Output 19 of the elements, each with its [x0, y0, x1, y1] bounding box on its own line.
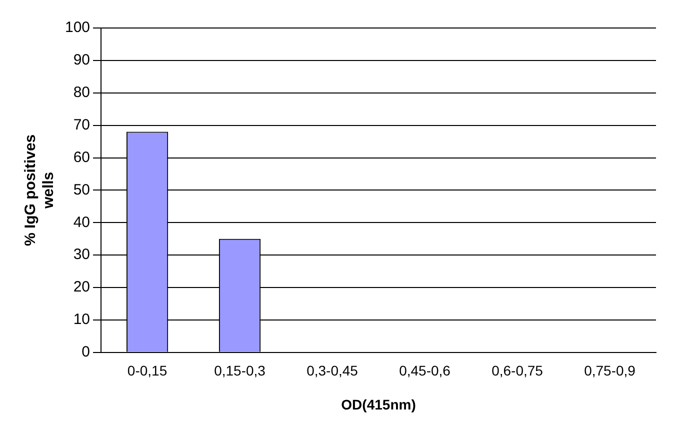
- y-tick-label: 70: [73, 116, 90, 134]
- y-tick-label: 10: [73, 311, 90, 328]
- x-tick-label: 0-0,15: [127, 362, 168, 379]
- x-tick-label: 0,15-0,3: [214, 362, 266, 379]
- y-tick-label: 50: [73, 181, 90, 198]
- y-tick-label: 60: [73, 148, 90, 166]
- y-tick-label: 30: [73, 246, 90, 264]
- y-tick-label: 40: [73, 214, 90, 231]
- x-axis-title: OD(415nm): [341, 396, 416, 412]
- y-tick-label: 0: [82, 344, 90, 361]
- x-tick-label: 0,6-0,75: [492, 362, 544, 379]
- x-tick-label: 0,3-0,45: [306, 362, 358, 379]
- y-tick-label: 90: [73, 52, 90, 69]
- y-tick-label: 100: [64, 19, 90, 36]
- y-axis-title: % IgG positives wells: [22, 134, 58, 246]
- x-tick-label: 0,45-0,6: [399, 362, 451, 379]
- y-tick-label: 20: [73, 278, 90, 296]
- y-tick-label: 80: [73, 84, 90, 102]
- x-tick-label: 0,75-0,9: [584, 362, 636, 379]
